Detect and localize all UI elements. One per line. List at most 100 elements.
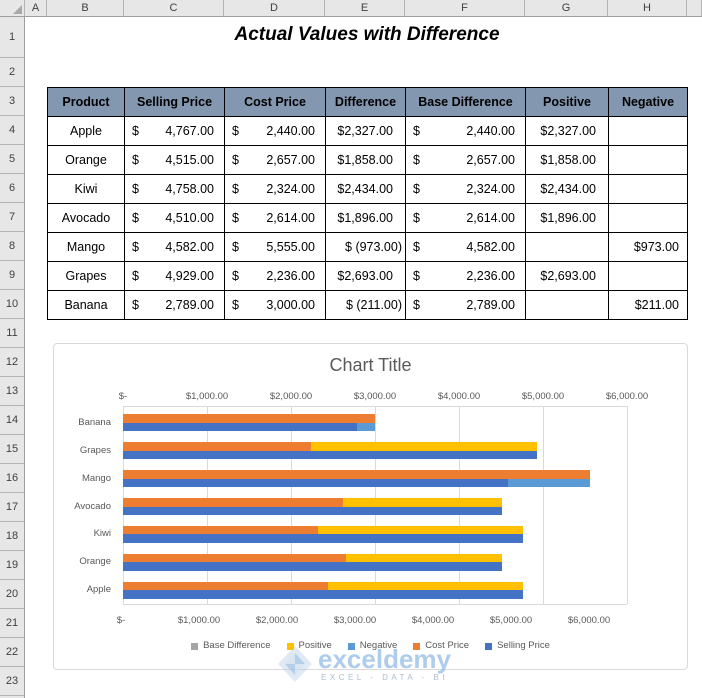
row-header[interactable]: 15 (0, 435, 24, 464)
bar-segment-selling[interactable] (123, 590, 524, 599)
column-header[interactable]: H (608, 0, 687, 16)
table-cell-amount[interactable]: $2,789.00 (406, 291, 526, 320)
table-cell-amount[interactable]: $973.00 (609, 233, 688, 262)
table-cell-amount[interactable]: $2,434.00 (526, 175, 609, 204)
table-cell-amount[interactable] (609, 262, 688, 291)
legend-item[interactable]: Base Difference (191, 640, 271, 652)
table-cell-amount[interactable]: $2,693.00 (326, 262, 406, 291)
row-header[interactable]: 13 (0, 377, 24, 406)
table-cell-amount[interactable]: $1,896.00 (526, 204, 609, 233)
table-cell-product[interactable]: Kiwi (48, 175, 125, 204)
row-header[interactable]: 20 (0, 580, 24, 609)
row-header[interactable]: 14 (0, 406, 24, 435)
row-header[interactable]: 19 (0, 551, 24, 580)
column-header[interactable]: E (325, 0, 405, 16)
table-header-cell[interactable]: Product (48, 88, 125, 117)
table-cell-amount[interactable]: $2,614.00 (225, 204, 326, 233)
table-cell-amount[interactable] (526, 291, 609, 320)
table-cell-product[interactable]: Grapes (48, 262, 125, 291)
table-cell-amount[interactable]: $4,582.00 (125, 233, 225, 262)
bar-segment-selling[interactable] (123, 478, 508, 488)
table-cell-amount[interactable]: $4,929.00 (125, 262, 225, 291)
table-cell-amount[interactable]: $2,327.00 (326, 117, 406, 146)
row-header[interactable]: 2 (0, 58, 24, 87)
bar-segment-selling[interactable] (123, 450, 538, 460)
bar-segment-cost[interactable] (123, 553, 347, 563)
table-header-cell[interactable]: Base Difference (406, 88, 526, 117)
table-cell-product[interactable]: Orange (48, 146, 125, 175)
table-cell-amount[interactable]: $2,236.00 (225, 262, 326, 291)
row-header[interactable]: 1 (0, 17, 24, 58)
column-header[interactable]: D (224, 0, 325, 16)
row-header[interactable]: 18 (0, 522, 24, 551)
chart-object[interactable]: Chart Title Base Difference Positive Negat… (53, 343, 688, 670)
table-cell-amount[interactable]: $2,440.00 (225, 117, 326, 146)
table-cell-amount[interactable]: $2,614.00 (406, 204, 526, 233)
table-cell-amount[interactable]: $2,789.00 (125, 291, 225, 320)
table-cell-amount[interactable] (526, 233, 609, 262)
bar-segment-selling[interactable] (123, 534, 523, 543)
table-cell-amount[interactable]: $ (973.00) (326, 233, 406, 262)
row-header[interactable]: 11 (0, 319, 24, 348)
bar-segment-selling[interactable] (123, 422, 358, 432)
column-header[interactable]: G (525, 0, 608, 16)
table-cell-amount[interactable]: $2,657.00 (225, 146, 326, 175)
row-header[interactable]: 22 (0, 638, 24, 667)
table-cell-amount[interactable]: $4,758.00 (125, 175, 225, 204)
table-cell-amount[interactable]: $2,324.00 (406, 175, 526, 204)
row-header[interactable]: 7 (0, 203, 24, 232)
table-cell-amount[interactable]: $4,515.00 (125, 146, 225, 175)
table-cell-amount[interactable]: $3,000.00 (225, 291, 326, 320)
legend-item[interactable]: Positive (286, 640, 332, 652)
row-header[interactable]: 4 (0, 116, 24, 145)
row-header[interactable]: 10 (0, 290, 24, 319)
table-cell-amount[interactable]: $2,440.00 (406, 117, 526, 146)
column-header[interactable]: B (47, 0, 124, 16)
table-cell-amount[interactable]: $1,858.00 (326, 146, 406, 175)
bar-segment-cost[interactable] (123, 442, 311, 451)
sheet-title[interactable]: Actual Values with Difference (234, 24, 500, 45)
table-cell-product[interactable]: Apple (48, 117, 125, 146)
table-header-cell[interactable]: Difference (326, 88, 406, 117)
column-header[interactable]: C (124, 0, 224, 16)
table-cell-amount[interactable]: $1,896.00 (326, 204, 406, 233)
table-cell-amount[interactable]: $2,324.00 (225, 175, 326, 204)
column-header[interactable]: F (405, 0, 525, 16)
row-header[interactable]: 21 (0, 609, 24, 638)
table-cell-amount[interactable]: $1,858.00 (526, 146, 609, 175)
bar-segment-negative[interactable] (357, 422, 375, 432)
bar-segment-cost[interactable] (123, 525, 319, 535)
legend-item[interactable]: Negative (347, 640, 397, 652)
table-cell-amount[interactable]: $2,693.00 (526, 262, 609, 291)
table-cell-amount[interactable]: $4,767.00 (125, 117, 225, 146)
row-header[interactable]: 23 (0, 667, 24, 696)
table-header-cell[interactable]: Cost Price (225, 88, 326, 117)
bar-segment-cost[interactable] (123, 470, 590, 479)
chart-title[interactable]: Chart Title (329, 355, 412, 375)
table-cell-amount[interactable] (609, 204, 688, 233)
table-cell-amount[interactable]: $2,327.00 (526, 117, 609, 146)
row-header[interactable]: 6 (0, 174, 24, 203)
table-cell-product[interactable]: Mango (48, 233, 125, 262)
column-header[interactable] (687, 0, 702, 16)
row-header[interactable]: 8 (0, 232, 24, 261)
bar-segment-cost[interactable] (123, 498, 343, 507)
row-header[interactable]: 16 (0, 464, 24, 493)
table-cell-amount[interactable]: $2,236.00 (406, 262, 526, 291)
row-header[interactable]: 12 (0, 348, 24, 377)
table-cell-amount[interactable]: $2,657.00 (406, 146, 526, 175)
table-cell-amount[interactable]: $ (211.00) (326, 291, 406, 320)
bar-segment-selling[interactable] (123, 562, 503, 571)
bar-segment-positive[interactable] (318, 525, 523, 535)
bar-segment-positive[interactable] (342, 498, 502, 507)
table-cell-amount[interactable]: $4,582.00 (406, 233, 526, 262)
row-header[interactable]: 9 (0, 261, 24, 290)
bar-segment-cost[interactable] (123, 414, 375, 423)
legend-item[interactable]: Selling Price (485, 640, 550, 652)
table-cell-product[interactable]: Avocado (48, 204, 125, 233)
bar-segment-positive[interactable] (346, 553, 503, 563)
bar-segment-negative[interactable] (507, 478, 590, 488)
legend-item[interactable]: Cost Price (413, 640, 469, 652)
row-header[interactable]: 17 (0, 493, 24, 522)
row-header[interactable]: 5 (0, 145, 24, 174)
